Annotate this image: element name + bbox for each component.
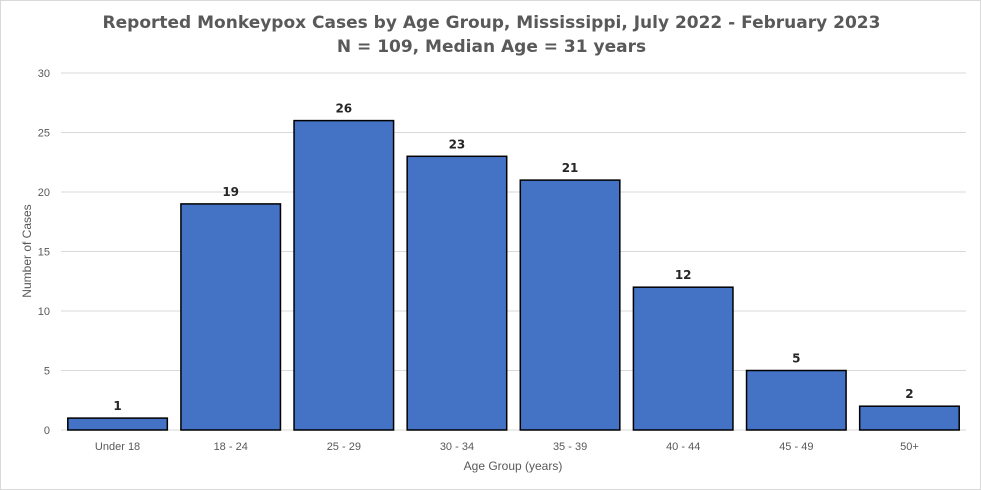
chart-subtitle: N = 109, Median Age = 31 years xyxy=(336,37,647,57)
y-axis-title: Number of Cases xyxy=(20,204,34,297)
x-tick-label: 30 - 34 xyxy=(440,441,474,453)
x-axis-title: Age Group (years) xyxy=(464,459,563,473)
chart-title-block: Reported Monkeypox Cases by Age Group, M… xyxy=(1,11,981,59)
bar xyxy=(67,417,169,431)
data-labels: 1 19 26 23 21 12 5 2 xyxy=(113,102,913,414)
y-tick-label: 10 xyxy=(38,306,50,318)
data-label: 19 xyxy=(222,185,239,199)
x-tick-label: 45 - 49 xyxy=(779,441,813,453)
x-tick-label: 25 - 29 xyxy=(327,441,361,453)
y-tick-label: 5 xyxy=(44,366,50,378)
x-tick-label: 18 - 24 xyxy=(214,441,248,453)
x-tick-label: Under 18 xyxy=(95,441,140,453)
bar xyxy=(406,155,508,431)
y-tick-label: 20 xyxy=(38,187,50,199)
bar xyxy=(180,203,282,431)
x-tick-label: 50+ xyxy=(900,441,919,453)
data-label: 1 xyxy=(113,399,121,413)
data-label: 12 xyxy=(675,268,692,282)
x-tick-label: 40 - 44 xyxy=(666,441,700,453)
bar xyxy=(745,369,847,431)
y-tick-labels: 0 5 10 15 20 25 30 xyxy=(38,68,50,437)
y-tick-label: 0 xyxy=(44,425,50,437)
x-tick-labels: Under 18 18 - 24 25 - 29 30 - 34 35 - 39 40 -… xyxy=(95,441,919,453)
bar xyxy=(519,179,621,431)
bar xyxy=(858,405,960,431)
data-label: 21 xyxy=(562,161,579,175)
bar xyxy=(632,286,734,431)
bar xyxy=(293,119,395,431)
data-label: 5 xyxy=(792,352,800,366)
y-tick-label: 25 xyxy=(38,128,50,140)
y-tick-label: 30 xyxy=(38,68,50,80)
data-label: 2 xyxy=(905,387,913,401)
data-label: 26 xyxy=(335,102,352,116)
y-tick-label: 15 xyxy=(38,247,50,259)
data-label: 23 xyxy=(449,137,466,151)
chart-title: Reported Monkeypox Cases by Age Group, M… xyxy=(102,13,881,33)
bars xyxy=(67,119,960,431)
x-tick-label: 35 - 39 xyxy=(553,441,587,453)
